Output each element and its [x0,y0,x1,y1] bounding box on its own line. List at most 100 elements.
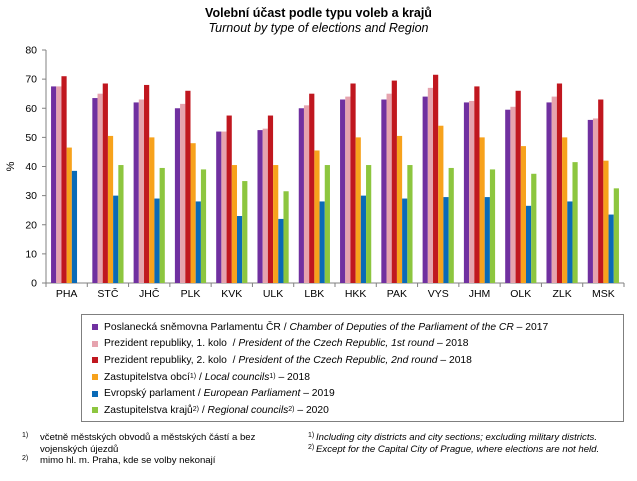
bar-olk-s2 [510,106,516,283]
footnote-mark: 1) [22,432,29,439]
bar-zlk-s6 [572,162,578,283]
y-tick-label: 40 [25,161,37,173]
bar-kvk-s1 [216,131,222,283]
bar-jhm-s4 [479,137,485,283]
bar-plk-s3 [185,90,191,284]
bar-kvk-s6 [242,181,248,283]
bar-vys-s1 [422,96,428,283]
legend-label-cz: Poslanecká sněmovna Parlamentu ČR [104,321,281,333]
bar-pha-s5 [71,170,78,283]
bar-kvk-s2 [221,131,227,283]
legend-label-en: Local councils [204,371,270,383]
footnote: 1) Including city districts and city sect… [308,432,633,444]
legend-swatch [92,374,98,381]
legend-separator: / [226,338,239,350]
y-tick-label: 60 [25,103,37,115]
bar-plk-s5 [195,201,201,283]
legend-label-en: Chamber of Deputies of the Parliament of… [289,321,514,333]
bar-ulk-s4 [273,165,279,283]
legend-swatch [92,340,98,347]
legend-label-cz: Evropský parlament [104,388,195,400]
x-tick-label: KVK [221,288,242,300]
legend-year: – 2018 [275,371,310,383]
bar-vys-s5 [443,197,449,283]
bar-jhč-s3 [144,84,150,283]
legend-item: Zastupitelstva krajů 2) / Regional counci… [92,402,623,419]
bar-stč-s5 [113,195,119,283]
bar-olk-s5 [525,205,532,283]
footnotes-en: 1) Including city districts and city sect… [308,432,633,455]
y-tick-label: 70 [25,74,37,86]
bar-stč-s1 [92,98,98,284]
legend-label-en: President of the Czech Republic, 1st rou… [238,338,435,350]
bar-zlk-s2 [551,96,557,283]
bar-lbk-s1 [298,108,304,283]
x-tick-label: JHČ [139,287,160,300]
bar-hkk-s5 [360,195,367,283]
legend-item: Zastupitelstva obcí 1) / Local councils 1)… [92,369,623,386]
x-tick-label: PLK [181,288,201,300]
bar-pak-s2 [386,93,392,283]
footnotes-cz: 1) včetně městských obvodů a městských čá… [22,432,302,467]
bar-msk-s6 [613,188,619,283]
footnote-mark: 2) [308,443,315,451]
legend-swatch [92,407,98,414]
footnote-text: Including city districts and city sectio… [316,432,597,443]
footnote-mark: 2) [22,455,29,463]
bar-lbk-s3 [309,93,315,283]
legend-label-cz: Zastupitelstva krajů [104,404,193,416]
legend: Poslanecká sněmovna Parlamentu ČR / Cham… [81,314,624,422]
legend-item: Poslanecká sněmovna Parlamentu ČR / Cham… [92,319,623,336]
bar-pha-s4 [66,147,72,283]
legend-label-cz: Zastupitelstva obcí [104,371,190,383]
chart-subtitle: Turnout by type of elections and Region [208,21,429,35]
legend-year: – 2018 [434,338,469,350]
bar-kvk-s5 [236,216,243,283]
x-tick-label: ZLK [552,288,571,300]
footnote-text: mimo hl. m. Praha, kde se volby nekonají [40,455,216,467]
bar-jhm-s3 [474,86,480,283]
y-tick-label: 30 [25,190,37,202]
bar-msk-s2 [592,118,599,283]
legend-swatch [92,324,98,331]
bar-vys-s6 [448,167,454,283]
bar-lbk-s2 [303,105,310,284]
footnote: 1) včetně městských obvodů a městských čá… [22,432,302,455]
legend-swatch [92,390,98,397]
x-tick-label: LBK [304,288,324,300]
x-tick-label: ULK [263,288,283,300]
legend-label-en: President of the Czech Republic, 2nd rou… [238,354,438,366]
bar-pak-s1 [381,99,387,283]
legend-separator: / [198,404,208,416]
legend-year: – 2017 [513,321,549,333]
bar-plk-s6 [200,169,207,283]
bar-lbk-s5 [319,201,325,283]
y-tick-label: 50 [25,132,37,144]
bar-msk-s3 [598,99,604,283]
bar-kvk-s3 [226,115,232,283]
bar-jhč-s5 [154,198,160,283]
bar-hkk-s1 [340,99,346,283]
x-tick-label: PHA [56,288,78,300]
bar-lbk-s4 [314,150,320,283]
bar-vys-s2 [427,87,434,283]
bar-plk-s1 [174,108,181,283]
bar-msk-s1 [587,119,593,284]
legend-separator: / [196,371,205,383]
bar-pak-s3 [391,80,397,283]
bar-pha-s3 [61,76,67,284]
bar-olk-s6 [531,173,537,283]
bar-vys-s4 [438,125,444,283]
bar-pha-s2 [56,86,62,283]
bar-ulk-s2 [262,128,268,283]
x-tick-label: HKK [345,288,367,300]
footnote-text: včetně městských obvodů a městských část… [40,432,256,455]
x-tick-label: JHM [469,288,491,300]
bar-ulk-s5 [278,218,284,283]
chart-title: Volební účast podle typu voleb a krajů [205,6,432,20]
legend-year: – 2019 [300,388,335,400]
bar-plk-s4 [190,143,196,283]
x-tick-label: MSK [592,288,615,300]
bar-vys-s3 [433,74,439,283]
x-tick-label: VYS [428,288,449,300]
